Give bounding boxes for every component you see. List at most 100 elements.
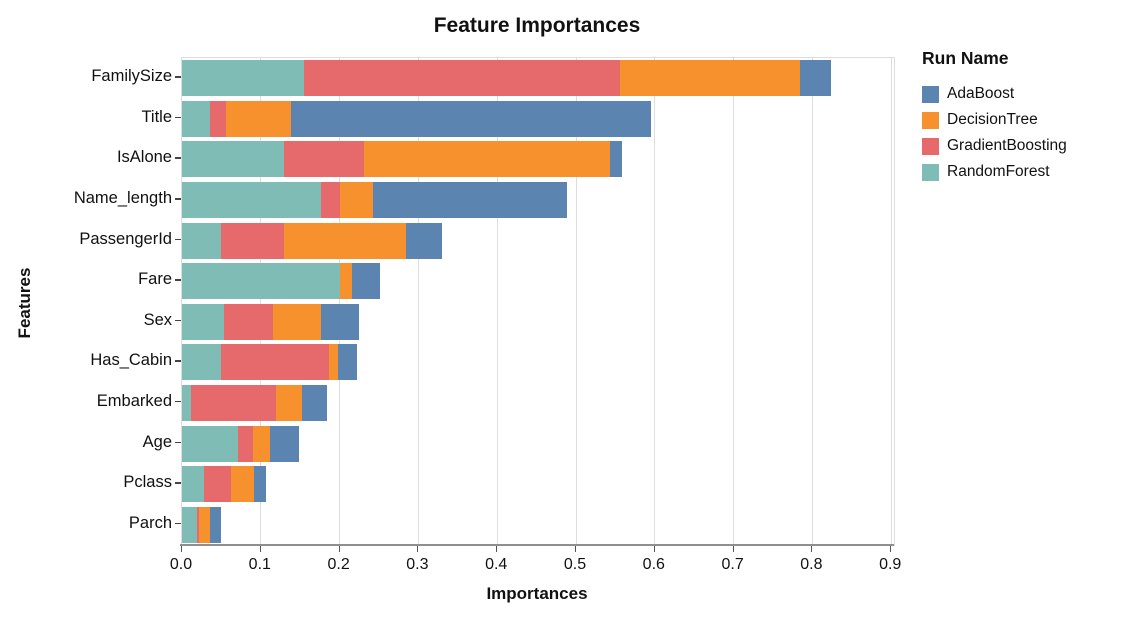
y-tick-label-passengerid: PassengerId — [79, 229, 172, 248]
bar-row-age — [182, 425, 894, 462]
bar-segment-decisiontree — [340, 182, 374, 219]
gridline — [339, 58, 341, 545]
bar-segment-adaboost — [270, 425, 299, 462]
legend-label: DecisionTree — [947, 111, 1038, 128]
bar-segment-gradientboosting — [283, 141, 365, 178]
y-tick-label-pclass: Pclass — [123, 473, 172, 492]
bar-segment-gradientboosting — [237, 425, 253, 462]
bar-row-sex — [182, 303, 894, 340]
gridline — [733, 58, 735, 545]
y-tick — [175, 76, 181, 78]
bar-segment-adaboost — [253, 466, 267, 503]
bar-segment-gradientboosting — [220, 222, 285, 259]
x-tick-label: 0.7 — [721, 556, 744, 573]
bar-segment-randomforest — [182, 384, 191, 421]
bar-segment-decisiontree — [252, 425, 271, 462]
x-tick — [732, 546, 734, 552]
bar-segment-decisiontree — [328, 344, 339, 381]
bar-segment-gradientboosting — [223, 303, 274, 340]
x-tick-label: 0.2 — [327, 556, 350, 573]
bar-segment-adaboost — [373, 182, 567, 219]
bar-segment-adaboost — [321, 303, 359, 340]
bar-segment-adaboost — [352, 263, 380, 300]
legend-title: Run Name — [922, 48, 1009, 68]
bar-segment-decisiontree — [230, 466, 254, 503]
y-tick-label-isalone: IsAlone — [116, 148, 172, 167]
y-tick — [175, 279, 181, 281]
bar-segment-randomforest — [182, 60, 305, 97]
legend-entry-adaboost: AdaBoost — [922, 81, 1132, 107]
bar-segment-gradientboosting — [190, 384, 276, 421]
x-tick-label: 0.0 — [169, 556, 193, 573]
bar-segment-decisiontree — [273, 303, 322, 340]
x-tick-label: 0.3 — [406, 556, 429, 573]
x-tick — [259, 546, 261, 552]
bar-row-has_cabin — [182, 344, 894, 381]
bar-row-passengerid — [182, 222, 894, 259]
x-tick — [338, 546, 340, 552]
bar-segment-gradientboosting — [204, 466, 231, 503]
bar-segment-decisiontree — [226, 100, 291, 137]
bar-segment-randomforest — [182, 182, 321, 219]
y-tick — [175, 116, 181, 119]
legend-entry-randomforest: RandomForest — [922, 159, 1132, 185]
bar-row-parch — [182, 506, 894, 543]
x-axis-title: Importances — [486, 584, 588, 603]
x-tick-label: 0.5 — [563, 556, 587, 573]
legend-entry-decisiontree: DecisionTree — [922, 107, 1132, 133]
y-tick — [175, 157, 181, 159]
legend-entries: AdaBoost DecisionTree GradientBoosting Rand… — [922, 81, 1132, 185]
bar-segment-randomforest — [182, 222, 221, 259]
gridline — [575, 58, 577, 545]
plot-area — [181, 57, 895, 546]
bar-segment-decisiontree — [199, 506, 211, 543]
bar-segment-gradientboosting — [196, 506, 200, 543]
legend-entry-gradientboosting: GradientBoosting — [922, 133, 1132, 159]
bar-segment-randomforest — [182, 466, 205, 503]
y-tick-label-title: Title — [141, 107, 172, 126]
bar-segment-decisiontree — [339, 263, 353, 300]
x-tick-label: 0.4 — [485, 556, 508, 573]
gridline — [654, 58, 656, 545]
gridline — [811, 58, 813, 545]
bar-segment-adaboost — [290, 100, 651, 137]
y-tick-label-name_length: Name_length — [73, 189, 172, 208]
bar-segment-randomforest — [182, 425, 238, 462]
y-tick-label-age: Age — [142, 432, 172, 451]
bar-row-pclass — [182, 466, 894, 503]
legend-swatch-gradientboosting — [922, 137, 939, 155]
bar-row-name_length — [182, 182, 894, 219]
x-tick-label: 0.8 — [800, 556, 823, 573]
x-tick — [653, 546, 655, 552]
bar-row-embarked — [182, 384, 894, 421]
bar-segment-adaboost — [210, 506, 221, 543]
bar-segment-gradientboosting — [210, 100, 227, 137]
gridline — [496, 58, 498, 545]
x-tick-label: 0.1 — [248, 556, 271, 573]
bar-row-familysize — [182, 60, 894, 97]
y-tick-label-parch: Parch — [128, 513, 172, 532]
bar-row-title — [182, 100, 894, 137]
y-tick-label-familysize: FamilySize — [91, 67, 172, 86]
bar-segment-randomforest — [182, 344, 221, 381]
chart-title: Feature Importances — [433, 14, 641, 37]
x-tick-label: 0.6 — [642, 556, 665, 573]
bar-segment-adaboost — [338, 344, 357, 381]
gridline — [890, 58, 892, 545]
bar-segment-adaboost — [799, 60, 832, 97]
bar-segment-decisiontree — [275, 384, 302, 421]
bar-segment-gradientboosting — [320, 182, 341, 219]
y-tick — [175, 238, 181, 241]
x-tick — [575, 546, 576, 552]
y-tick-label-fare: Fare — [138, 270, 172, 289]
x-tick — [890, 546, 892, 552]
bar-segment-randomforest — [182, 141, 284, 178]
y-tick-label-sex: Sex — [143, 310, 172, 329]
bar-segment-adaboost — [301, 384, 327, 421]
y-tick — [175, 198, 181, 200]
legend-swatch-randomforest — [922, 163, 939, 181]
legend-label: GradientBoosting — [947, 137, 1067, 154]
y-tick — [175, 441, 181, 444]
legend-label: RandomForest — [947, 163, 1050, 180]
